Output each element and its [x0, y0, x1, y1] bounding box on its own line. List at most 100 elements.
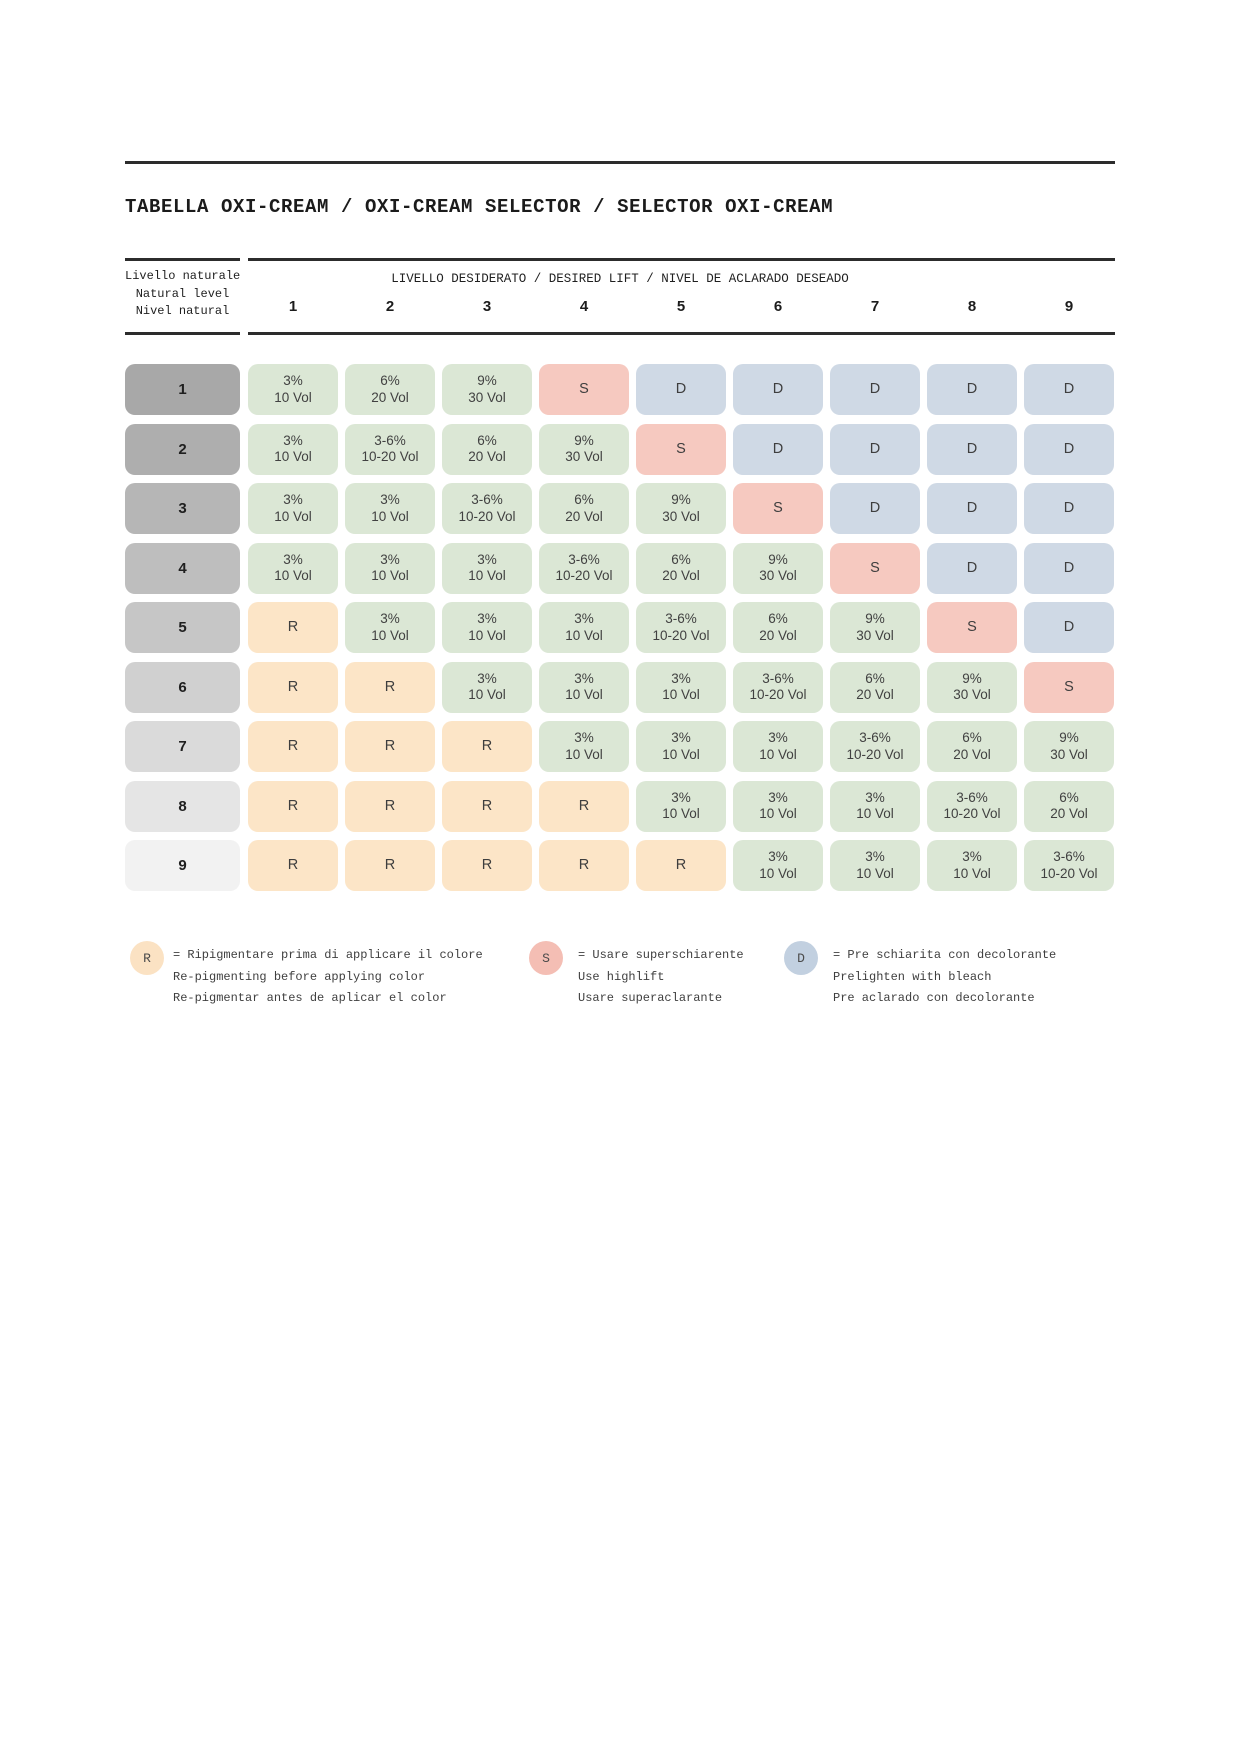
selector-cell: D [1024, 483, 1114, 534]
legend-highlift-line-es: Usare superaclarante [578, 991, 723, 1005]
selector-cell: 3-6% 10-20 Vol [442, 483, 532, 534]
selector-cell: D [1024, 423, 1114, 475]
selector-cell: R [442, 780, 532, 832]
selector-cell: 3% 10 Vol [248, 542, 338, 594]
selector-cell: D [927, 423, 1017, 475]
column-header-4: 4 [579, 298, 589, 315]
selector-cell: 6% 20 Vol [442, 423, 532, 475]
selector-cell: S [733, 483, 823, 534]
column-header-9: 9 [1064, 298, 1074, 315]
selector-cell: R [248, 661, 338, 713]
legend-bleach-line-en: Prelighten with bleach [833, 969, 992, 984]
page-title: TABELLA OXI-CREAM / OXI-CREAM SELECTOR /… [125, 196, 834, 218]
selector-cell: D [733, 364, 823, 415]
selector-cell: 3-6% 10-20 Vol [1024, 840, 1114, 891]
selector-cell: D [1024, 542, 1114, 594]
selector-cell: 6% 20 Vol [539, 483, 629, 534]
selector-cell: R [539, 840, 629, 891]
selector-cell: S [636, 423, 726, 475]
selector-cell: R [345, 780, 435, 832]
table-row: 2 3% 10 Vol 3-6% 10-20 Vol 6% 20 Vol 9% 30 Vol S D… [125, 423, 1115, 475]
selector-cell: 3% 10 Vol [636, 721, 726, 772]
selector-cell: 3% 10 Vol [345, 483, 435, 534]
selector-cell: 6% 20 Vol [636, 542, 726, 594]
column-header-8: 8 [967, 298, 977, 315]
selector-cell: 3% 10 Vol [636, 661, 726, 713]
selector-cell: D [1024, 364, 1114, 415]
selector-cell: D [1024, 602, 1114, 653]
table-row: 1 3% 10 Vol 6% 20 Vol 9% 30 Vol S D D D D D [125, 364, 1115, 415]
column-header-6: 6 [773, 298, 783, 315]
legend-highlift-text: = Usare superschiarente Use highlift Usa… [578, 945, 744, 1010]
top-rule [125, 161, 1115, 164]
selector-cell: 9% 30 Vol [1024, 721, 1114, 772]
selector-cell: D [830, 483, 920, 534]
selector-cell: R [442, 840, 532, 891]
desired-lift-axis-label: LIVELLO DESIDERATO / DESIRED LIFT / NIVE… [391, 272, 849, 286]
legend-highlift-line-en: Use highlift [578, 969, 665, 984]
row-level-label: 6 [125, 661, 240, 713]
selector-cell: S [830, 542, 920, 594]
selector-cell: 6% 20 Vol [830, 661, 920, 713]
column-header-7: 7 [870, 298, 880, 315]
row-level-label: 7 [125, 721, 240, 772]
natural-level-axis-label: Livello naturale Natural level Nivel nat… [125, 268, 240, 321]
row-level-label: 9 [125, 840, 240, 891]
selector-cell: R [248, 780, 338, 832]
selector-cell: D [927, 364, 1017, 415]
selector-cell: 3% 10 Vol [248, 423, 338, 475]
header-rule-left [125, 258, 240, 261]
selector-cell: S [539, 364, 629, 415]
selector-cell: 3% 10 Vol [733, 780, 823, 832]
selector-cell: 3% 10 Vol [733, 840, 823, 891]
selector-cell: 3% 10 Vol [442, 661, 532, 713]
selector-cell: 9% 30 Vol [636, 483, 726, 534]
legend-highlift-line-it: = Usare superschiarente [578, 948, 744, 962]
legend-repigment-line-it: = Ripigmentare prima di applicare il col… [173, 948, 483, 962]
selector-cell: 6% 20 Vol [927, 721, 1017, 772]
legend-highlift-circle-icon: S [529, 941, 563, 975]
selector-cell: 9% 30 Vol [830, 602, 920, 653]
selector-cell: 3% 10 Vol [442, 602, 532, 653]
selector-cell: 6% 20 Vol [733, 602, 823, 653]
column-header-1: 1 [288, 298, 298, 315]
legend-repigment-circle-icon: R [130, 941, 164, 975]
selector-cell: R [442, 721, 532, 772]
selector-cell: 3-6% 10-20 Vol [345, 423, 435, 475]
table-row: 9 R R R R R 3% 10 Vol 3% 10 Vol 3% 10 Vol 3-6% 10-20 … [125, 840, 1115, 891]
selector-cell: R [539, 780, 629, 832]
selector-cell: D [927, 483, 1017, 534]
table-row: 4 3% 10 Vol 3% 10 Vol 3% 10 Vol 3-6% 10-20 Vol 6%… [125, 542, 1115, 594]
row-level-label: 4 [125, 542, 240, 594]
header-underline-left [125, 332, 240, 335]
column-headers: 1 2 3 4 5 6 7 8 9 [125, 298, 1115, 318]
selector-cell: R [345, 840, 435, 891]
header-underline-right [248, 332, 1115, 335]
selector-grid: 1 3% 10 Vol 6% 20 Vol 9% 30 Vol S D D D D D 2 3% 10 Vol… [125, 364, 1115, 900]
selector-cell: 3% 10 Vol [539, 661, 629, 713]
row-level-label: 8 [125, 780, 240, 832]
selector-cell: 3% 10 Vol [442, 542, 532, 594]
selector-cell: 3% 10 Vol [830, 780, 920, 832]
legend-repigment-line-en: Re-pigmenting before applying color [173, 969, 426, 984]
selector-cell: 3% 10 Vol [539, 721, 629, 772]
selector-cell: R [636, 840, 726, 891]
header-rule-right [248, 258, 1115, 261]
selector-cell: R [248, 602, 338, 653]
selector-cell: 9% 30 Vol [733, 542, 823, 594]
selector-cell: D [733, 423, 823, 475]
row-level-label: 2 [125, 423, 240, 475]
selector-cell: 3-6% 10-20 Vol [927, 780, 1017, 832]
row-level-label: 3 [125, 483, 240, 534]
row-level-label: 1 [125, 364, 240, 415]
table-row: 8 R R R R 3% 10 Vol 3% 10 Vol 3% 10 Vol 3-6% 10-20 V… [125, 780, 1115, 832]
selector-cell: 9% 30 Vol [442, 364, 532, 415]
selector-cell: 3% 10 Vol [248, 364, 338, 415]
selector-cell: 3-6% 10-20 Vol [830, 721, 920, 772]
legend-bleach-text: = Pre schiarita con decolorante Prelight… [833, 945, 1056, 1010]
selector-cell: R [345, 661, 435, 713]
column-header-5: 5 [676, 298, 686, 315]
natural-level-line-it: Livello naturale [125, 269, 241, 283]
legend-bleach-line-it: = Pre schiarita con decolorante [833, 948, 1057, 962]
